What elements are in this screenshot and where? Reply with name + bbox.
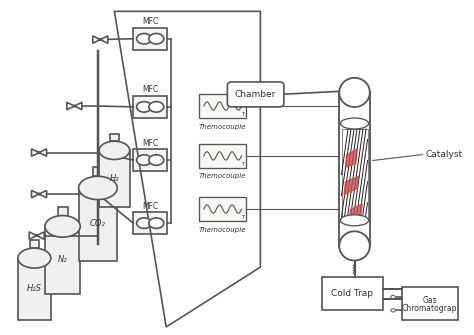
Text: T: T: [241, 215, 244, 220]
Bar: [92, 167, 103, 176]
Ellipse shape: [340, 118, 369, 129]
Text: T: T: [241, 112, 244, 117]
Text: T: T: [241, 161, 244, 166]
Circle shape: [149, 218, 164, 228]
Circle shape: [149, 34, 164, 44]
Circle shape: [137, 218, 152, 228]
Bar: [79, 188, 117, 261]
Bar: [30, 240, 39, 248]
Bar: [110, 134, 118, 141]
Polygon shape: [32, 149, 39, 156]
Circle shape: [137, 102, 152, 112]
Text: Catalyst: Catalyst: [425, 150, 462, 159]
Circle shape: [73, 105, 75, 107]
Text: Themocouple: Themocouple: [199, 227, 246, 232]
FancyBboxPatch shape: [228, 82, 284, 107]
Polygon shape: [93, 36, 100, 43]
Bar: [199, 94, 246, 118]
Bar: [199, 144, 246, 168]
Polygon shape: [349, 204, 362, 220]
Ellipse shape: [79, 176, 117, 200]
Text: Gas: Gas: [422, 296, 437, 305]
Circle shape: [38, 152, 40, 153]
Circle shape: [391, 309, 395, 312]
Text: Themocouple: Themocouple: [199, 174, 246, 180]
Circle shape: [38, 193, 40, 195]
Ellipse shape: [18, 248, 51, 268]
Text: Chromatograp: Chromatograp: [402, 304, 457, 313]
Bar: [133, 28, 167, 50]
Text: N₂: N₂: [58, 255, 67, 264]
Circle shape: [137, 34, 152, 44]
Ellipse shape: [45, 216, 80, 237]
Polygon shape: [67, 102, 74, 110]
Polygon shape: [29, 232, 36, 239]
Bar: [401, 287, 458, 320]
Text: Cold Trap: Cold Trap: [331, 289, 373, 298]
Polygon shape: [344, 177, 358, 195]
Text: MFC: MFC: [142, 202, 158, 211]
Ellipse shape: [99, 141, 130, 159]
Polygon shape: [100, 36, 108, 43]
Circle shape: [137, 155, 152, 165]
Text: MFC: MFC: [142, 17, 158, 26]
Circle shape: [391, 295, 395, 299]
Bar: [45, 226, 80, 294]
Ellipse shape: [339, 231, 370, 261]
Polygon shape: [32, 190, 39, 198]
Text: Themocouple: Themocouple: [199, 124, 246, 130]
Text: MFC: MFC: [142, 139, 158, 147]
Circle shape: [149, 102, 164, 112]
Text: H₂S: H₂S: [27, 284, 42, 293]
Bar: [99, 150, 130, 207]
Bar: [199, 197, 246, 221]
Circle shape: [99, 39, 101, 41]
Ellipse shape: [340, 215, 369, 226]
Polygon shape: [346, 149, 357, 168]
Polygon shape: [36, 232, 44, 239]
Polygon shape: [39, 149, 46, 156]
Bar: [339, 92, 370, 246]
Text: MFC: MFC: [142, 85, 158, 94]
Bar: [133, 212, 167, 234]
Circle shape: [149, 155, 164, 165]
Bar: [18, 258, 51, 320]
Circle shape: [36, 235, 38, 237]
Text: H₂: H₂: [109, 174, 119, 183]
Bar: [341, 129, 367, 220]
Text: CO₂: CO₂: [90, 219, 106, 228]
Bar: [133, 149, 167, 171]
Bar: [58, 207, 67, 216]
Polygon shape: [74, 102, 82, 110]
Ellipse shape: [339, 78, 370, 107]
Bar: [321, 277, 383, 310]
Polygon shape: [39, 190, 46, 198]
Bar: [133, 96, 167, 118]
Text: Chamber: Chamber: [235, 90, 276, 99]
